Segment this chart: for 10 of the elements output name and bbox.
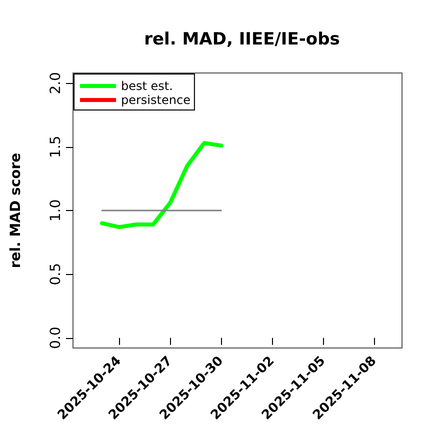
legend-label: best est. <box>121 79 173 93</box>
line-series <box>100 141 224 230</box>
y-tick-label: 0.0 <box>48 326 64 349</box>
y-tick-label: 1.5 <box>48 136 64 158</box>
y-tick-label: 2.0 <box>48 72 64 94</box>
legend-label: persistence <box>121 93 190 107</box>
y-tick-label: 1.0 <box>48 199 64 222</box>
y-axis-title: rel. MAD score <box>8 152 24 268</box>
chart-title: rel. MAD, IIEE/IE-obs <box>144 30 340 50</box>
y-tick-label: 0.5 <box>48 263 64 286</box>
